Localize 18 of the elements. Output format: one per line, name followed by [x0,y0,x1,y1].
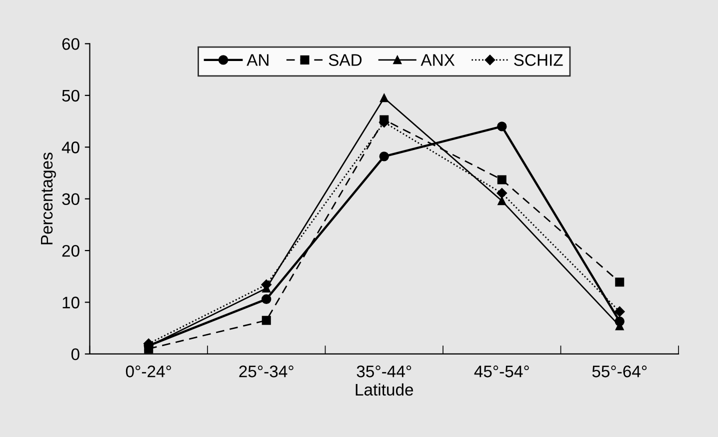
y-tick-label: 30 [62,193,80,206]
x-tick-label: 45°-54° [474,366,529,378]
y-axis-title: Percentages [41,152,56,244]
x-tick-label: 35°-44° [356,366,412,378]
x-axis-title: Latitude [356,383,414,396]
x-tick-label: 0°-24° [126,366,171,378]
legend-label: AN [246,54,268,66]
x-tick-label: 25°-34° [239,366,294,378]
y-tick-label: 50 [62,90,80,102]
y-tick-label: 20 [62,244,80,257]
y-tick-label: 60 [62,38,80,50]
legend-label: SCHIZ [514,54,563,66]
y-tick-label: 10 [62,296,80,308]
y-tick-label: 0 [71,348,80,360]
y-tick-label: 40 [62,142,80,154]
legend-label: ANX [420,54,455,66]
legend-label: SAD [328,54,362,66]
x-tick-label: 55°-64° [592,366,647,378]
